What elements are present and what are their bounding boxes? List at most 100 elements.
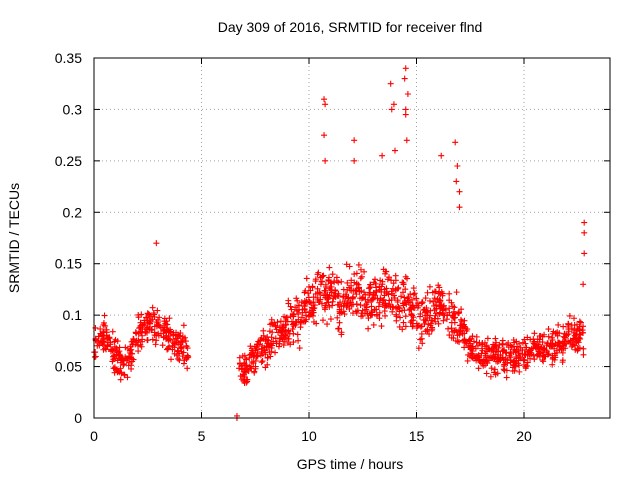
- data-point: [144, 317, 151, 324]
- data-point: [410, 291, 417, 298]
- data-point: [491, 366, 498, 373]
- data-point: [155, 321, 162, 328]
- data-point: [166, 315, 173, 322]
- data-point: [266, 349, 273, 356]
- data-point: [301, 318, 308, 325]
- data-point: [536, 346, 543, 353]
- data-point: [171, 350, 178, 357]
- data-point: [340, 302, 347, 309]
- data-point: [415, 345, 422, 352]
- data-point: [504, 360, 511, 367]
- data-point: [144, 324, 151, 331]
- data-point: [295, 302, 302, 309]
- data-point: [436, 302, 443, 309]
- data-point: [348, 277, 355, 284]
- data-point: [128, 365, 135, 372]
- data-point: [183, 343, 190, 350]
- data-point: [297, 324, 304, 331]
- data-point: [257, 352, 264, 359]
- data-point: [120, 362, 127, 369]
- data-point: [246, 363, 253, 370]
- data-point: [247, 351, 254, 358]
- data-point: [390, 101, 397, 108]
- data-point: [114, 338, 121, 345]
- data-point: [522, 346, 529, 353]
- data-point: [363, 301, 370, 308]
- data-point: [154, 307, 161, 314]
- data-point: [517, 355, 524, 362]
- data-point: [484, 335, 491, 342]
- data-point: [402, 286, 409, 293]
- data-point: [574, 325, 581, 332]
- data-point: [521, 357, 528, 364]
- data-point: [114, 357, 121, 364]
- data-point: [143, 324, 150, 331]
- data-point: [575, 337, 582, 344]
- data-point: [474, 353, 481, 360]
- data-point: [344, 286, 351, 293]
- y-tick-label: 0.05: [55, 359, 82, 375]
- data-point: [253, 344, 260, 351]
- data-point: [429, 326, 436, 333]
- data-point: [353, 301, 360, 308]
- data-point: [535, 343, 542, 350]
- data-point: [177, 332, 184, 339]
- data-point: [354, 307, 361, 314]
- data-point: [258, 345, 265, 352]
- data-point: [503, 367, 510, 374]
- data-point: [426, 283, 433, 290]
- data-point: [448, 299, 455, 306]
- data-point: [364, 310, 371, 317]
- data-point: [488, 365, 495, 372]
- data-point: [368, 297, 375, 304]
- data-point: [358, 273, 365, 280]
- data-point: [400, 279, 407, 286]
- data-point: [448, 319, 455, 326]
- data-point: [449, 328, 456, 335]
- data-point: [343, 261, 350, 268]
- data-point: [576, 318, 583, 325]
- data-point: [153, 337, 160, 344]
- y-tick-label: 0.3: [63, 101, 83, 117]
- data-point: [272, 349, 279, 356]
- data-point: [402, 313, 409, 320]
- data-point: [366, 285, 373, 292]
- data-point: [566, 312, 573, 319]
- data-point: [376, 309, 383, 316]
- data-point: [402, 106, 409, 113]
- data-point: [184, 365, 191, 372]
- data-point: [118, 356, 125, 363]
- data-point: [392, 272, 399, 279]
- data-point: [401, 75, 408, 82]
- data-point: [341, 311, 348, 318]
- data-point: [580, 281, 587, 288]
- data-point: [515, 350, 522, 357]
- data-point: [565, 323, 572, 330]
- data-point: [580, 329, 587, 336]
- data-point: [175, 355, 182, 362]
- data-point: [393, 313, 400, 320]
- data-point: [329, 298, 336, 305]
- data-point: [121, 360, 128, 367]
- data-point: [290, 323, 297, 330]
- data-point: [438, 152, 445, 159]
- x-tick-label: 0: [90, 428, 98, 444]
- data-point: [392, 147, 398, 154]
- data-point: [248, 345, 255, 352]
- data-point: [577, 319, 584, 326]
- data-point: [149, 336, 156, 343]
- data-point: [493, 358, 500, 365]
- data-point: [470, 338, 477, 345]
- data-point: [139, 338, 146, 345]
- data-point: [557, 343, 564, 350]
- x-axis-label: GPS time / hours: [297, 456, 404, 472]
- data-point: [327, 316, 334, 323]
- data-point: [359, 312, 366, 319]
- data-point: [397, 314, 404, 321]
- data-point: [510, 349, 517, 356]
- data-point: [325, 299, 332, 306]
- data-point: [580, 351, 587, 358]
- data-point: [287, 341, 294, 348]
- data-point: [320, 272, 327, 279]
